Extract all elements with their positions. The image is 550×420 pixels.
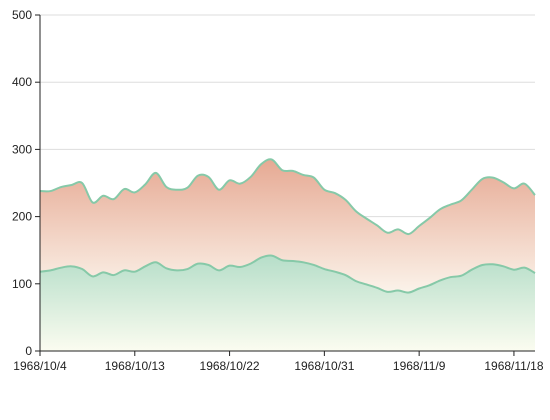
y-tick-label: 200 [12,210,32,224]
series-2-area [40,159,535,293]
series-1-line [39,254,536,294]
y-tick-label: 500 [12,8,32,22]
y-tick-label: 100 [12,277,32,291]
axes: 0 100 200 300 400 500 1968/10/4 1968/10/13 1968/… [12,8,544,373]
series-1-area [40,255,535,351]
plot-areas [39,158,536,351]
y-tick-label: 300 [12,142,32,156]
x-tick-label: 1968/10/4 [13,359,67,373]
x-tick-label: 1968/10/31 [294,359,354,373]
series-2-line [39,158,536,236]
x-tick-label: 1968/11/9 [393,359,446,373]
x-tick-label: 1968/10/22 [200,359,260,373]
y-tick-label: 400 [12,75,32,89]
x-tick-label: 1968/11/18 [484,359,543,373]
y-tick-label: 0 [25,344,32,358]
x-tick-label: 1968/10/13 [105,359,165,373]
